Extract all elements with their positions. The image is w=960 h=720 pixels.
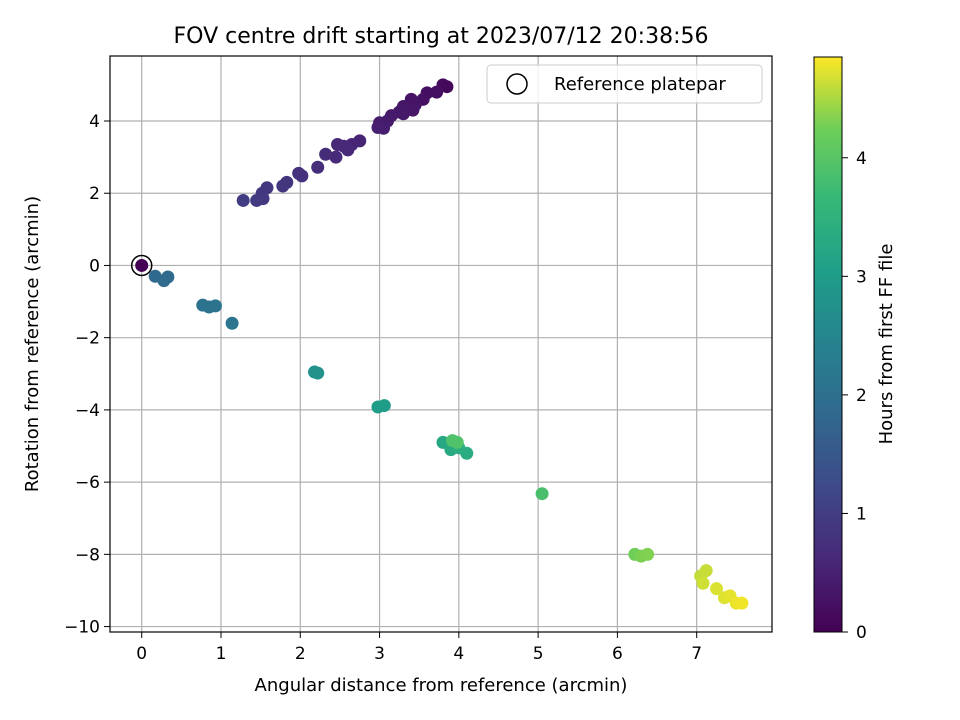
data-point xyxy=(135,258,149,272)
plot-frame xyxy=(109,55,773,633)
colorbar-tick-label: 3 xyxy=(856,267,867,287)
data-point xyxy=(236,193,250,207)
data-point xyxy=(450,435,464,449)
reference-platepar-marker xyxy=(130,254,153,277)
data-point xyxy=(396,107,410,121)
x-tick-label: 4 xyxy=(453,644,464,664)
legend-entry: Reference platepar xyxy=(554,74,726,95)
colorbar-label: Hours from first FF file xyxy=(876,244,897,445)
y-tick-label: 2 xyxy=(89,184,100,204)
colorbar-tick-label: 2 xyxy=(856,386,867,406)
y-tick-label: 0 xyxy=(89,256,100,276)
x-tick-label: 0 xyxy=(136,644,147,664)
y-tick-label: 4 xyxy=(89,112,100,132)
x-tick-label: 5 xyxy=(533,644,544,664)
data-point xyxy=(292,166,306,180)
grid xyxy=(110,56,772,632)
data-point xyxy=(696,576,710,590)
data-point xyxy=(341,143,355,157)
colorbar-gradient xyxy=(813,56,843,633)
y-axis-ticks: −10 −8 −6 −4 −2 0 2 4 xyxy=(64,112,110,638)
colorbar: 0 1 2 3 4 Hours from first FF file xyxy=(813,56,897,643)
colorbar-tick-label: 0 xyxy=(856,623,867,643)
data-point xyxy=(250,193,264,207)
x-tick-label: 6 xyxy=(612,644,623,664)
reference-marker xyxy=(130,254,153,277)
x-axis-ticks: 0 1 2 3 4 5 6 7 xyxy=(136,632,702,664)
data-point xyxy=(311,366,325,380)
data-point xyxy=(377,399,391,413)
colorbar-ticks: 0 1 2 3 4 xyxy=(842,149,867,643)
data-point xyxy=(535,487,549,501)
data-point xyxy=(208,299,222,313)
data-point xyxy=(276,179,290,193)
legend: Reference platepar xyxy=(486,64,763,104)
legend-box xyxy=(486,64,763,104)
data-point xyxy=(319,147,333,161)
data-point xyxy=(440,80,454,94)
y-tick-label: −2 xyxy=(75,329,100,349)
data-point xyxy=(735,596,749,610)
data-point xyxy=(641,547,655,561)
data-point xyxy=(710,582,724,596)
data-point xyxy=(225,316,239,330)
data-point xyxy=(430,85,444,99)
y-tick-label: −4 xyxy=(75,401,100,421)
y-tick-label: −6 xyxy=(75,473,100,493)
x-axis-label: Angular distance from reference (arcmin) xyxy=(255,675,628,696)
data-point xyxy=(371,121,385,135)
legend-marker xyxy=(506,73,528,95)
colorbar-tick-label: 1 xyxy=(856,504,867,524)
data-point xyxy=(329,150,343,164)
y-axis-label: Rotation from reference (arcmin) xyxy=(22,196,43,492)
data-point xyxy=(699,564,713,578)
scatter-points xyxy=(135,78,749,610)
x-tick-label: 7 xyxy=(691,644,702,664)
chart-title: FOV centre drift starting at 2023/07/12 … xyxy=(174,24,709,49)
x-tick-label: 1 xyxy=(216,644,227,664)
data-point xyxy=(157,274,171,288)
y-tick-label: −8 xyxy=(75,545,100,565)
colorbar-tick-label: 4 xyxy=(856,149,867,169)
data-point xyxy=(311,160,325,174)
x-tick-label: 2 xyxy=(295,644,306,664)
y-tick-label: −10 xyxy=(64,618,100,638)
x-tick-label: 3 xyxy=(374,644,385,664)
data-point xyxy=(331,137,345,151)
